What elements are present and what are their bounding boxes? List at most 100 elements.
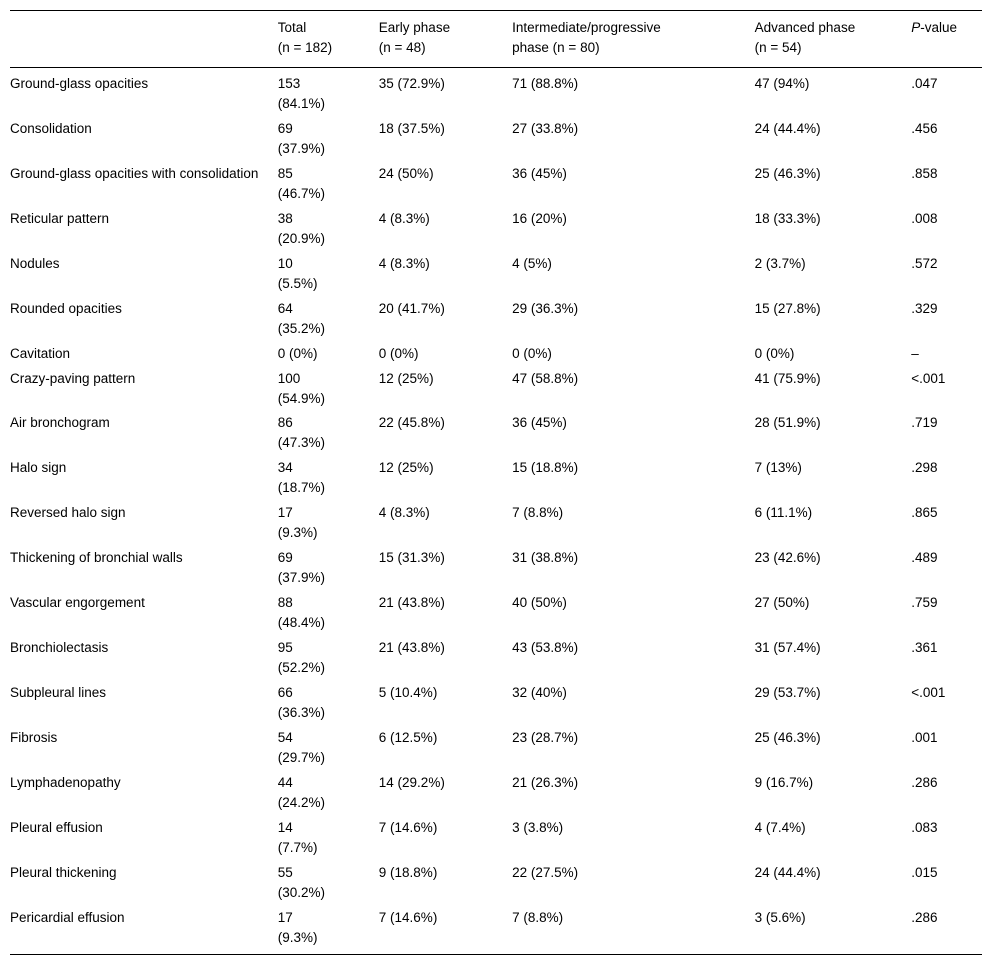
table-cell-p: .083 <box>911 819 938 835</box>
row-label: Crazy-paving pattern <box>10 370 136 386</box>
table-cell-advanced: 7 (13%) <box>754 460 802 476</box>
row-label: Pleural thickening <box>10 864 117 880</box>
table-cell-early: 24 (50%) <box>378 165 434 181</box>
table-cell-intermediate: 21 (26.3%) <box>512 774 579 790</box>
table-cell-early: 20 (41.7%) <box>378 300 445 316</box>
table-cell-intermediate: 23 (28.7%) <box>512 730 579 746</box>
table-cell-p: .865 <box>911 505 938 521</box>
table-cell-total: 66 (36.3%) <box>277 685 326 721</box>
table-cell-early: 4 (8.3%) <box>378 210 430 226</box>
table-row: Bronchiolectasis 95 (52.2%) 21 (43.8%) 43 (… <box>10 636 982 681</box>
table-row: Reticular pattern 38 (20.9%) 4 (8.3%) 16 (2… <box>10 207 982 252</box>
table-cell-p: .858 <box>911 165 938 181</box>
table-row: Consolidation 69 (37.9%) 18 (37.5%) 27 (33.… <box>10 117 982 162</box>
table-cell-total: 44 (24.2%) <box>277 774 326 810</box>
table-head: Total (n = 182) Early phase (n = 48) Inter… <box>10 11 982 68</box>
table-cell-p: .298 <box>911 460 938 476</box>
table-cell-advanced: 9 (16.7%) <box>754 774 814 790</box>
row-label: Cavitation <box>10 345 71 361</box>
table-row: Fibrosis 54 (29.7%) 6 (12.5%) 23 (28.7%) 25 … <box>10 726 982 771</box>
table-cell-p: – <box>911 345 919 361</box>
table-cell-p: .047 <box>911 75 938 91</box>
table-cell-intermediate: 4 (5%) <box>512 255 552 271</box>
table-cell-advanced: 4 (7.4%) <box>754 819 806 835</box>
table-cell-intermediate: 0 (0%) <box>512 345 552 361</box>
table-cell-advanced: 23 (42.6%) <box>754 550 821 566</box>
table-cell-early: 6 (12.5%) <box>378 730 438 746</box>
row-label: Air bronchogram <box>10 415 110 431</box>
table-row: Thickening of bronchial walls 69 (37.9%) 1… <box>10 546 982 591</box>
table-cell-advanced: 25 (46.3%) <box>754 165 821 181</box>
row-label: Pleural effusion <box>10 819 103 835</box>
table-cell-early: 22 (45.8%) <box>378 415 445 431</box>
row-label: Ground-glass opacities with consolidatio… <box>10 165 259 181</box>
table-cell-total: 69 (37.9%) <box>277 550 326 586</box>
table-cell-advanced: 31 (57.4%) <box>754 640 821 656</box>
row-label: Lymphadenopathy <box>10 774 121 790</box>
column-header: Advanced phase (n = 54) <box>754 20 856 55</box>
table-cell-p: .286 <box>911 774 938 790</box>
table-cell-p: .001 <box>911 730 938 746</box>
table-cell-early: 21 (43.8%) <box>378 640 445 656</box>
table-cell-advanced: 2 (3.7%) <box>754 255 806 271</box>
table-cell-p: .329 <box>911 300 938 316</box>
table-cell-early: 7 (14.6%) <box>378 819 438 835</box>
row-label: Rounded opacities <box>10 300 122 316</box>
table-row: Pleural effusion 14 (7.7%) 7 (14.6%) 3 (3.8… <box>10 816 982 861</box>
table-body: Ground-glass opacities 153 (84.1%) 35 (72.… <box>10 67 982 954</box>
table-cell-early: 4 (8.3%) <box>378 505 430 521</box>
table-cell-advanced: 27 (50%) <box>754 595 810 611</box>
table-row: Lymphadenopathy 44 (24.2%) 14 (29.2%) 21 (2… <box>10 771 982 816</box>
row-label: Nodules <box>10 255 60 271</box>
table-row: Rounded opacities 64 (35.2%) 20 (41.7%) 29 … <box>10 297 982 342</box>
row-label: Fibrosis <box>10 730 58 746</box>
table-cell-p: <.001 <box>911 685 946 701</box>
row-label: Vascular engorgement <box>10 595 145 611</box>
table-cell-advanced: 15 (27.8%) <box>754 300 821 316</box>
table-cell-intermediate: 31 (38.8%) <box>512 550 579 566</box>
table-cell-advanced: 18 (33.3%) <box>754 210 821 226</box>
table-cell-advanced: 41 (75.9%) <box>754 370 821 386</box>
table-cell-early: 9 (18.8%) <box>378 864 438 880</box>
table-cell-p: .361 <box>911 640 938 656</box>
column-header: Early phase (n = 48) <box>378 20 451 55</box>
table-cell-p: .456 <box>911 120 938 136</box>
column-header: P-value <box>911 20 958 35</box>
row-label: Halo sign <box>10 460 67 476</box>
table-cell-intermediate: 22 (27.5%) <box>512 864 579 880</box>
table-cell-intermediate: 36 (45%) <box>512 165 567 181</box>
table-cell-total: 54 (29.7%) <box>277 730 326 765</box>
table-cell-intermediate: 16 (20%) <box>512 210 567 226</box>
findings-table: Total (n = 182) Early phase (n = 48) Inter… <box>10 10 982 955</box>
table-cell-intermediate: 7 (8.8%) <box>512 909 564 925</box>
table-cell-advanced: 28 (51.9%) <box>754 415 821 431</box>
table-cell-total: 153 (84.1%) <box>277 75 326 111</box>
table-cell-intermediate: 47 (58.8%) <box>512 370 579 386</box>
table-cell-early: 5 (10.4%) <box>378 685 438 701</box>
table-cell-intermediate: 36 (45%) <box>512 415 567 431</box>
table-cell-total: 10 (5.5%) <box>277 255 318 291</box>
table-row: Ground-glass opacities with consolidatio… <box>10 162 982 207</box>
table-cell-advanced: 0 (0%) <box>754 345 795 361</box>
table-cell-p: .286 <box>911 909 938 925</box>
table-cell-intermediate: 29 (36.3%) <box>512 300 579 316</box>
table-cell-total: 55 (30.2%) <box>277 864 326 900</box>
table-cell-total: 95 (52.2%) <box>277 640 326 676</box>
table-cell-total: 34 (18.7%) <box>277 460 326 496</box>
table-cell-p: <.001 <box>911 370 946 386</box>
table-cell-p: .572 <box>911 255 938 271</box>
row-label: Subpleural lines <box>10 685 107 701</box>
table-cell-p: .489 <box>911 550 938 566</box>
table-cell-total: 100 (54.9%) <box>277 370 326 406</box>
table-cell-advanced: 47 (94%) <box>754 75 810 91</box>
table-cell-total: 17 (9.3%) <box>277 505 318 541</box>
table-cell-intermediate: 15 (18.8%) <box>512 460 579 476</box>
table-cell-early: 18 (37.5%) <box>378 120 445 136</box>
table-cell-early: 15 (31.3%) <box>378 550 445 566</box>
table-cell-total: 17 (9.3%) <box>277 909 318 945</box>
table-cell-early: 7 (14.6%) <box>378 909 438 925</box>
table-cell-intermediate: 40 (50%) <box>512 595 567 611</box>
table-cell-intermediate: 43 (53.8%) <box>512 640 579 656</box>
table-cell-p: .008 <box>911 210 938 226</box>
table-row: Pleural thickening 55 (30.2%) 9 (18.8%) 22 … <box>10 861 982 906</box>
